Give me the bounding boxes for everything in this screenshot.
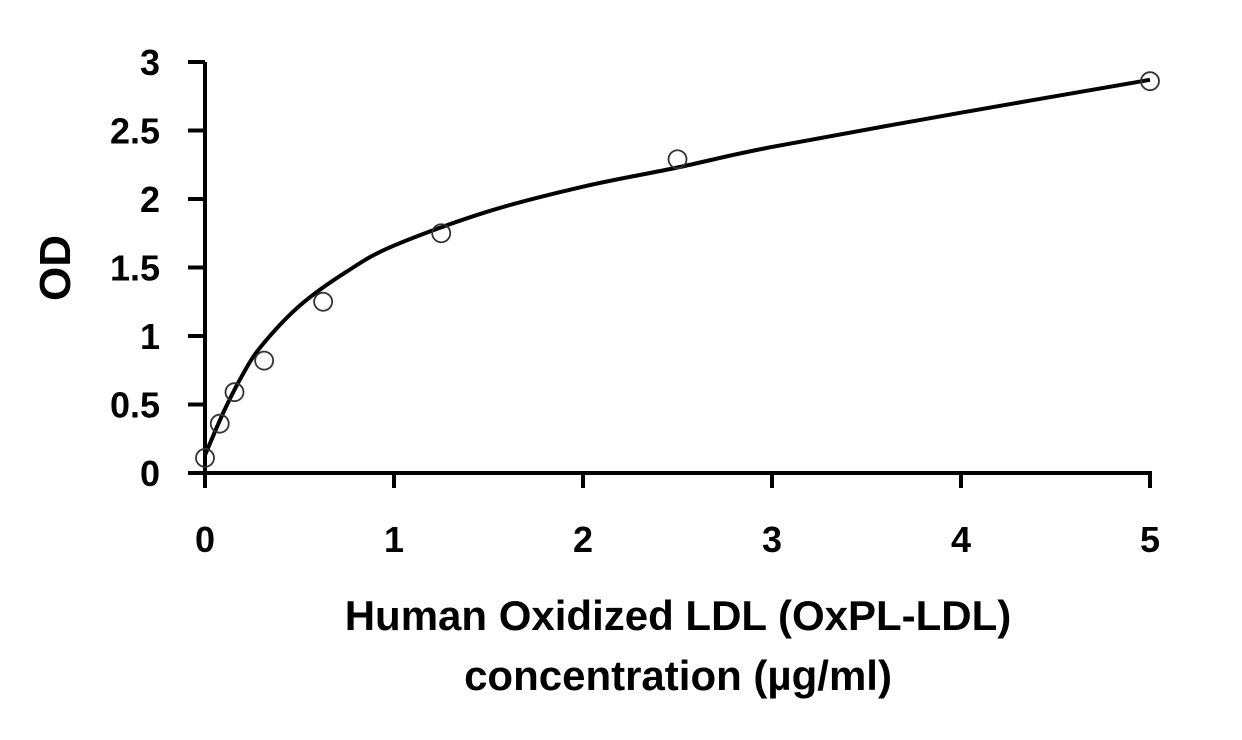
y-tick-label: 2 xyxy=(140,179,160,220)
x-tick-label: 3 xyxy=(762,519,782,560)
data-point xyxy=(667,149,688,170)
x-axis-title-line-1: Human Oxidized LDL (OxPL-LDL) xyxy=(345,592,1012,639)
y-tick-label: 2.5 xyxy=(110,111,160,152)
data-point xyxy=(224,382,245,403)
x-tick-label: 0 xyxy=(195,519,215,560)
data-point xyxy=(195,448,215,468)
data-point xyxy=(254,350,275,371)
data-point xyxy=(313,291,334,312)
data-point xyxy=(431,223,452,244)
x-tick-label: 4 xyxy=(951,519,971,560)
fit-curve xyxy=(203,77,1151,456)
data-point xyxy=(1140,71,1160,92)
y-tick-label: 0.5 xyxy=(110,385,160,426)
data-points xyxy=(195,71,1160,468)
x-tick-label: 2 xyxy=(573,519,593,560)
x-tick-label: 5 xyxy=(1140,519,1160,560)
axes xyxy=(188,60,1152,488)
x-axis-title-line-2: concentration (µg/ml) xyxy=(464,652,892,699)
y-axis-title: OD xyxy=(31,235,80,301)
tick-labels: 0 1 2 3 4 5 0 0.5 1 1.5 2 2.5 3 xyxy=(110,42,1160,560)
x-tick-label: 1 xyxy=(384,519,404,560)
y-tick-label: 1.5 xyxy=(110,248,160,289)
data-point xyxy=(209,413,230,434)
y-tick-label: 3 xyxy=(140,42,160,83)
y-tick-label: 1 xyxy=(140,316,160,357)
y-tick-label: 0 xyxy=(140,453,160,494)
